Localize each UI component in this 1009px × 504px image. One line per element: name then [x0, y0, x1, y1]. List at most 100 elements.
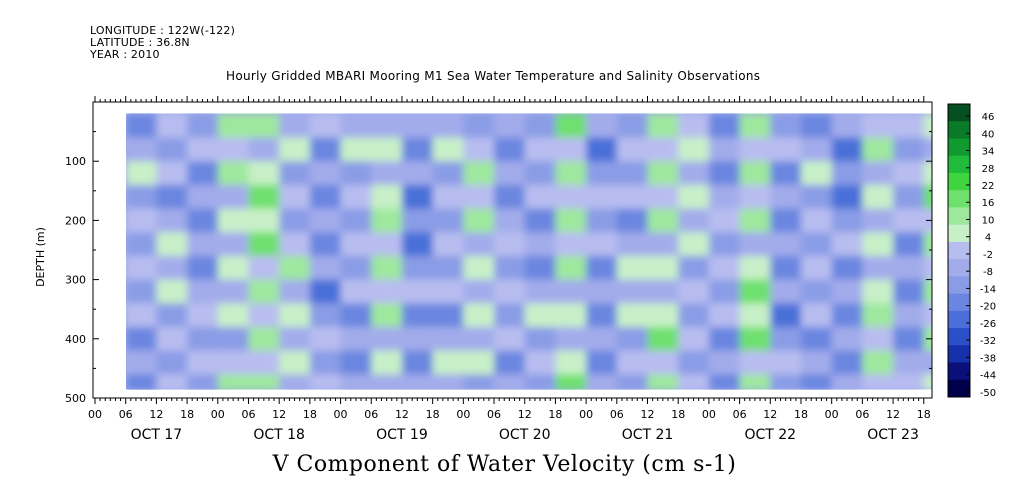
- field-cell: [248, 326, 281, 352]
- x-day-label: OCT 23: [867, 427, 919, 443]
- field-cell: [678, 279, 710, 305]
- field-cell: [524, 303, 557, 328]
- field-cell: [647, 113, 680, 139]
- field-cell: [616, 137, 649, 163]
- field-cell: [156, 350, 189, 376]
- field-cell: [494, 350, 526, 376]
- latitude-label: LATITUDE : 36.8N: [90, 36, 190, 49]
- field-cell: [463, 279, 496, 305]
- field-cell: [371, 326, 403, 352]
- field-cell: [831, 374, 864, 390]
- field-cell: [401, 137, 434, 163]
- field-cell: [893, 113, 925, 139]
- x-day-label: OCT 17: [131, 427, 183, 443]
- field-cell: [279, 113, 311, 139]
- field-cell: [401, 326, 434, 352]
- x-hour-tick-label: 06: [487, 408, 501, 421]
- x-day-label: OCT 19: [376, 427, 428, 443]
- field-cell: [248, 303, 281, 328]
- field-cell: [401, 161, 434, 186]
- field-cell: [708, 303, 741, 328]
- field-cell: [401, 113, 434, 139]
- x-hour-tick-label: 06: [733, 408, 747, 421]
- field-cell: [156, 184, 189, 210]
- x-hour-tick-label: 00: [702, 408, 716, 421]
- field-cell: [586, 137, 618, 163]
- field-cell: [800, 374, 833, 390]
- field-cell: [309, 374, 342, 390]
- field-cell: [586, 255, 618, 281]
- field-cell: [616, 184, 649, 210]
- field-cell: [126, 350, 158, 376]
- field-cell: [770, 232, 802, 257]
- field-cell: [647, 303, 680, 328]
- field-cell: [586, 350, 618, 376]
- field-cell: [371, 208, 403, 234]
- field-cell: [555, 374, 588, 390]
- field-cell: [770, 350, 802, 376]
- field-cell: [248, 350, 281, 376]
- field-cell: [678, 208, 710, 234]
- field-cell: [279, 374, 311, 390]
- field-cell: [800, 303, 833, 328]
- field-cell: [494, 279, 526, 305]
- field-cell: [923, 161, 932, 186]
- field-cell: [739, 232, 772, 257]
- field-cell: [739, 184, 772, 210]
- field-cell: [248, 208, 281, 234]
- field-cell: [309, 137, 342, 163]
- field-cell: [217, 255, 250, 281]
- field-cell: [401, 374, 434, 390]
- x-hour-tick-label: 06: [855, 408, 869, 421]
- field-cell: [340, 232, 373, 257]
- field-cell: [309, 161, 342, 186]
- field-cell: [800, 184, 833, 210]
- colorbar-label: -50: [980, 388, 996, 399]
- field-cell: [494, 303, 526, 328]
- y-tick-label: 300: [65, 274, 86, 287]
- field-cell: [555, 137, 588, 163]
- x-hour-tick-label: 18: [671, 408, 685, 421]
- field-cell: [800, 161, 833, 186]
- field-cell: [309, 326, 342, 352]
- colorbar-swatch: [948, 172, 970, 191]
- field-cell: [647, 232, 680, 257]
- field-cell: [770, 113, 802, 139]
- field-cell: [831, 326, 864, 352]
- field-cell: [279, 161, 311, 186]
- colorbar-label: -2: [983, 250, 993, 261]
- field-cell: [862, 303, 895, 328]
- field-cell: [616, 279, 649, 305]
- field-cell: [555, 279, 588, 305]
- field-cell: [862, 350, 895, 376]
- y-tick-label: 100: [65, 155, 86, 168]
- field-cell: [156, 255, 189, 281]
- field-cell: [923, 184, 932, 210]
- field-cell: [279, 208, 311, 234]
- field-cell: [156, 279, 189, 305]
- x-hour-tick-label: 00: [825, 408, 839, 421]
- field-cell: [831, 184, 864, 210]
- field-cell: [923, 137, 932, 163]
- field-cell: [340, 326, 373, 352]
- field-cell: [187, 232, 219, 257]
- field-cell: [555, 208, 588, 234]
- colorbar-swatch: [948, 138, 970, 157]
- field-cell: [862, 208, 895, 234]
- field-cell: [893, 137, 925, 163]
- field-cell: [862, 113, 895, 139]
- field-cell: [187, 113, 219, 139]
- field-cell: [739, 113, 772, 139]
- field-cell: [647, 255, 680, 281]
- field-cell: [432, 255, 465, 281]
- y-tick-label: 400: [65, 333, 86, 346]
- field-cell: [739, 161, 772, 186]
- field-cell: [279, 350, 311, 376]
- field-cell: [126, 326, 158, 352]
- field-cell: [678, 326, 710, 352]
- colorbar-label: -20: [980, 302, 996, 313]
- x-hour-tick-label: 06: [610, 408, 624, 421]
- field-cell: [862, 137, 895, 163]
- field-cell: [401, 184, 434, 210]
